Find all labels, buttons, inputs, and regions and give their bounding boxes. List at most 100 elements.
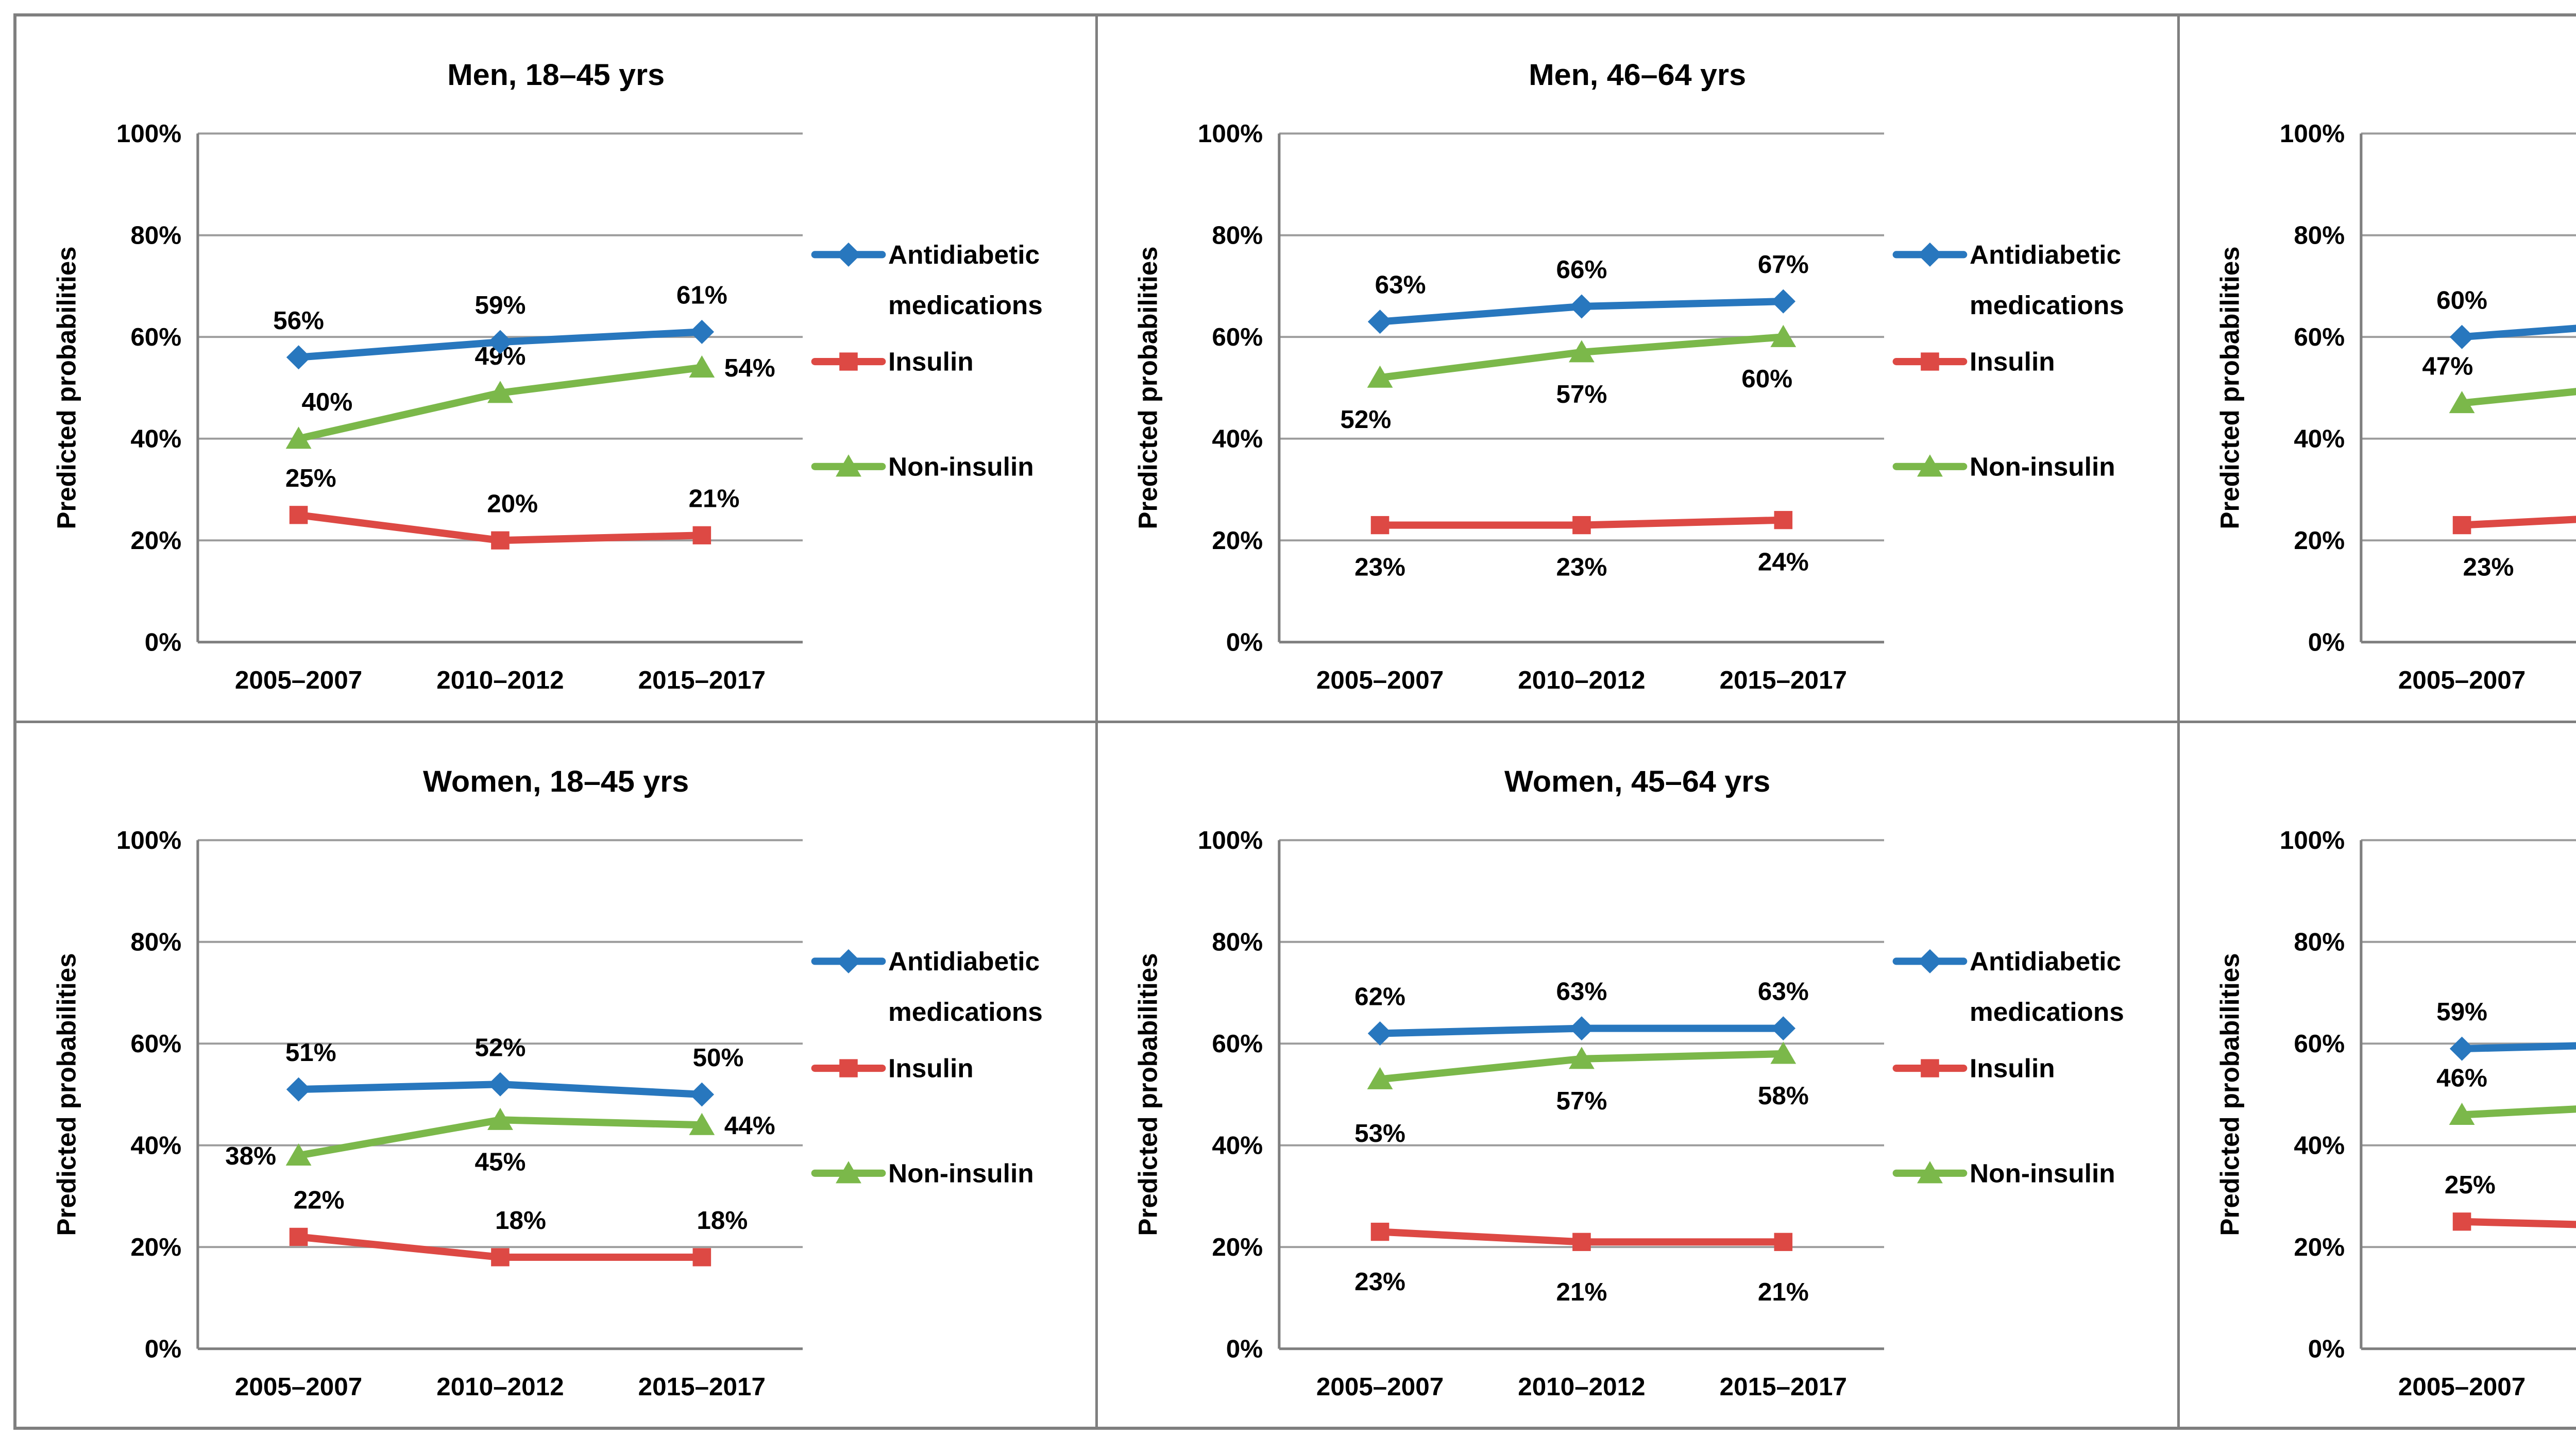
data-label: 45%: [474, 1148, 526, 1176]
data-label: 52%: [474, 1033, 526, 1062]
legend-diamond-marker-icon: [1918, 242, 1943, 267]
y-tick-label: 40%: [130, 1131, 181, 1159]
data-point-marker: [285, 1143, 312, 1166]
y-tick-label: 60%: [130, 1030, 181, 1058]
chart-men-46-64: 0% 20% 40% 60% 80% 100% 2005–2007 2010–2012 2015…: [1133, 58, 2124, 694]
data-point-marker: [689, 1113, 715, 1135]
legend: Antidiabetic medications Insulin Non-insuli…: [811, 947, 1043, 1188]
data-label: 62%: [1354, 982, 1405, 1011]
legend-item-antidiabetic-medications: Antidiabetic medications: [1892, 240, 2124, 320]
series-non-insulin: 46%48%47%: [2436, 1064, 2576, 1125]
data-point-marker: [491, 1247, 510, 1267]
x-tick-label: 2005–2007: [1316, 666, 1444, 694]
y-tick-label: 80%: [2294, 221, 2345, 250]
legend-label: Antidiabetic: [888, 240, 1040, 269]
chart-panel-women-45-64: 0% 20% 40% 60% 80% 100% 2005–2007 2010–2012 2015…: [1098, 723, 2177, 1427]
y-tick-label: 0%: [1226, 628, 1263, 657]
y-tick-label: 60%: [2294, 323, 2345, 351]
y-tick-labels: 0% 20% 40% 60% 80% 100%: [1198, 119, 1263, 656]
data-point-marker: [1774, 1233, 1793, 1251]
data-point-marker: [692, 526, 711, 544]
y-tick-label: 100%: [1198, 826, 1263, 854]
data-point-marker: [1569, 1046, 1595, 1069]
y-tick-label: 100%: [2280, 826, 2345, 854]
legend-label: Antidiabetic: [888, 947, 1040, 976]
series-insulin: 23% 23% 24%: [1354, 511, 1809, 581]
data-label: 24%: [1758, 548, 1809, 576]
legend-triangle-marker-icon: [1917, 1160, 1943, 1183]
legend-label: medications: [888, 997, 1043, 1027]
legend-square-marker-icon: [839, 1058, 858, 1077]
x-tick-label: 2005–2007: [2398, 666, 2526, 694]
charts-grid: 0% 20% 40% 60% 80% 100% 2005–2007 2010–2012 2015…: [13, 13, 2576, 1430]
legend-item-non-insulin: Non-insulin: [1892, 1158, 2115, 1188]
grid: [2359, 839, 2576, 1350]
data-point-marker: [2449, 324, 2474, 349]
series-non-insulin: 40%49% 54%: [285, 342, 775, 449]
series-line: [2458, 1105, 2576, 1119]
series-antidiabetic-medications: 51% 52% 50%: [285, 1033, 744, 1106]
data-label: 46%: [2436, 1064, 2487, 1092]
data-point-marker: [488, 1072, 513, 1097]
y-tick-label: 20%: [2294, 1233, 2345, 1261]
legend-diamond-marker-icon: [1918, 949, 1943, 973]
data-label: 50%: [693, 1043, 744, 1072]
chart-panel-men-65plus: 0% 20% 40% 60% 80% 100% 2005–20072010–20122015…: [2179, 16, 2576, 721]
y-tick-label: 60%: [1212, 323, 1263, 351]
data-label: 59%: [2436, 998, 2487, 1026]
series-line: [2458, 1218, 2576, 1228]
grid: [1278, 132, 1885, 644]
y-tick-labels: 0% 20% 40% 60% 80% 100%: [116, 826, 181, 1363]
data-point-marker: [1572, 1233, 1591, 1251]
y-tick-label: 40%: [1212, 1131, 1263, 1159]
y-tick-labels: 0% 20% 40% 60% 80% 100%: [2280, 826, 2345, 1363]
series-insulin: 25%24%25%: [2445, 1171, 2576, 1230]
legend-item-antidiabetic-medications: Antidiabetic medications: [811, 947, 1043, 1027]
data-label: 40%: [301, 388, 352, 416]
data-label: 23%: [1354, 553, 1405, 581]
data-point-marker: [1770, 1041, 1797, 1064]
y-tick-label: 60%: [130, 323, 181, 351]
y-tick-label: 40%: [2294, 1131, 2345, 1159]
series-line: [2458, 516, 2576, 529]
x-tick-label: 2010–2012: [436, 666, 564, 694]
series-non-insulin: 53% 57% 58%: [1354, 1041, 1809, 1147]
legend-item-antidiabetic-medications: Antidiabetic medications: [811, 240, 1043, 320]
series-line: [295, 364, 706, 442]
data-point-marker: [1572, 516, 1591, 535]
data-point-marker: [1770, 324, 1797, 347]
y-tick-labels: 0% 20% 40% 60% 80% 100%: [2280, 119, 2345, 656]
chart-men-65plus: 0% 20% 40% 60% 80% 100% 2005–20072010–20122015…: [2215, 119, 2576, 694]
x-tick-label: 2015–2017: [1720, 666, 1847, 694]
data-point-marker: [692, 1247, 711, 1267]
y-tick-label: 20%: [130, 1233, 181, 1261]
y-tick-label: 40%: [130, 425, 181, 453]
legend-label: medications: [888, 290, 1043, 320]
data-label: 21%: [1758, 1278, 1809, 1306]
data-point-marker: [2449, 1036, 2474, 1061]
chart-women-65plus: 0% 20% 40% 60% 80% 100% 2005–20072010–20122015…: [2215, 826, 2576, 1400]
data-label: 63%: [1375, 271, 1426, 299]
data-point-marker: [491, 531, 510, 550]
y-tick-label: 100%: [2280, 119, 2345, 148]
chart-women-18-45: 0% 20% 40% 60% 80% 100% 2005–2007 2010–2012 2015…: [52, 764, 1043, 1400]
data-point-marker: [1367, 1067, 1393, 1089]
legend: Antidiabetic medications Insulin Non-insuli…: [1892, 240, 2124, 482]
data-label: 56%: [273, 306, 324, 335]
data-label: 57%: [1556, 1086, 1607, 1115]
series-insulin: 25% 20% 21%: [285, 464, 739, 550]
legend-triangle-marker-icon: [1917, 454, 1943, 477]
legend: Antidiabetic medications Insulin Non-insuli…: [811, 240, 1043, 481]
y-tick-label: 100%: [116, 826, 181, 854]
data-point-marker: [487, 1107, 513, 1130]
data-point-marker: [285, 426, 312, 449]
legend-label: Insulin: [888, 347, 974, 377]
x-tick-label: 2015–2017: [638, 666, 766, 694]
legend-label: Non-insulin: [1970, 452, 2115, 482]
data-label: 63%: [1556, 977, 1607, 1005]
legend-triangle-marker-icon: [836, 454, 861, 477]
data-point-marker: [2449, 1102, 2475, 1125]
chart-women-45-64: 0% 20% 40% 60% 80% 100% 2005–2007 2010–2012 2015…: [1133, 764, 2124, 1400]
